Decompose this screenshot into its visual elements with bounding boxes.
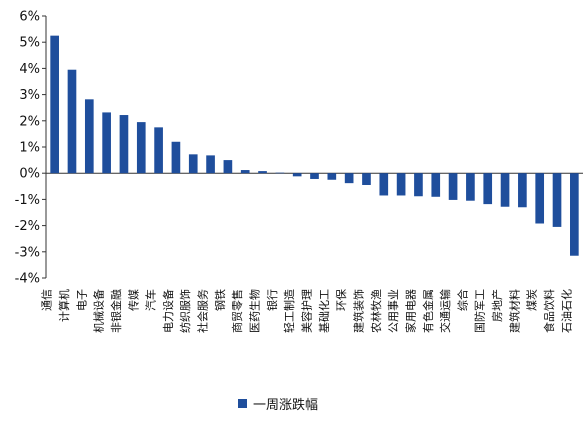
legend: 一周涨跌幅	[238, 397, 318, 413]
y-tick-label: 4%	[19, 62, 40, 77]
y-axis: -4% -3% -2% -1% 0% 1% 2% 3% 4% 5% 6%	[15, 10, 583, 287]
bar	[379, 173, 389, 196]
x-axis-labels: 通信 计算机 电子 机械设备 非银金融 传媒 汽车 电力设备 纺织服饰 社会服务 钢铁 商贸零售 医药生…	[41, 289, 574, 333]
bar	[483, 173, 493, 205]
bar	[223, 160, 233, 174]
bar	[327, 173, 337, 180]
bar	[67, 69, 77, 174]
x-tick-label: 计算机	[57, 289, 71, 322]
bar	[84, 99, 94, 174]
x-tick-label: 传媒	[127, 289, 140, 311]
x-tick-label: 交通运输	[438, 289, 452, 333]
x-tick-label: 基础化工	[317, 289, 331, 333]
y-tick-label: -4%	[15, 272, 40, 287]
y-tick-label: 0%	[19, 167, 40, 182]
x-tick-label: 机械设备	[92, 289, 106, 333]
bar	[154, 127, 163, 174]
x-tick-label: 医药生物	[248, 289, 262, 333]
x-tick-label: 农林牧渔	[369, 289, 383, 333]
bar	[258, 171, 267, 174]
x-tick-label: 环保	[334, 289, 348, 311]
bar	[206, 155, 215, 174]
bar	[535, 173, 545, 224]
x-tick-label: 电子	[75, 289, 88, 311]
y-tick-label: 3%	[19, 88, 40, 103]
y-tick-label: 1%	[19, 141, 40, 156]
bar	[414, 173, 423, 197]
bar	[102, 112, 111, 174]
x-tick-label: 轻工制造	[282, 289, 296, 333]
bar	[431, 173, 441, 197]
y-tick-label: -1%	[15, 193, 40, 208]
x-tick-label: 汽车	[144, 289, 158, 311]
x-tick-label: 建筑装饰	[351, 289, 365, 333]
bar	[50, 35, 59, 174]
x-tick-label: 钢铁	[214, 289, 227, 311]
bar	[171, 141, 181, 174]
x-tick-label: 非银金融	[109, 289, 123, 333]
x-tick-label: 石油石化	[559, 289, 573, 333]
bar	[466, 173, 475, 201]
bar	[310, 173, 319, 179]
bar	[448, 173, 458, 200]
y-tick-label: 2%	[19, 114, 40, 129]
bar	[119, 115, 129, 174]
x-tick-label: 建筑材料	[507, 289, 521, 333]
x-tick-label: 电力设备	[161, 289, 175, 333]
x-tick-label: 公用事业	[387, 289, 400, 333]
x-tick-label: 银行	[265, 289, 279, 311]
x-tick-label: 社会服务	[196, 289, 210, 333]
y-tick-label: 5%	[19, 36, 40, 51]
x-tick-label: 家用电器	[403, 289, 417, 333]
y-tick-label: -3%	[15, 245, 40, 260]
bar	[188, 154, 198, 174]
bars	[50, 35, 579, 256]
bar	[500, 173, 510, 207]
x-tick-label: 通信	[41, 289, 54, 311]
bar	[396, 173, 406, 196]
x-tick-label: 有色金属	[421, 289, 435, 333]
bar	[362, 173, 371, 185]
legend-label: 一周涨跌幅	[253, 397, 318, 413]
x-tick-label: 商贸零售	[230, 289, 244, 333]
legend-swatch	[238, 399, 247, 408]
y-tick-label: -2%	[15, 219, 40, 234]
bar	[570, 173, 579, 256]
x-tick-label: 美容护理	[300, 289, 314, 333]
x-tick-label: 房地产	[490, 289, 504, 322]
x-tick-label: 综合	[455, 289, 469, 311]
x-tick-label: 纺织服饰	[178, 289, 192, 333]
bar	[292, 173, 302, 177]
bar	[275, 172, 285, 174]
x-tick-label: 食品饮料	[542, 289, 556, 333]
x-tick-label: 国防军工	[473, 289, 487, 333]
bar	[344, 173, 354, 184]
bar	[552, 173, 562, 227]
y-tick-label: 6%	[19, 10, 40, 25]
bar	[136, 122, 146, 174]
bar	[518, 173, 527, 208]
bar	[240, 170, 250, 174]
x-tick-label: 煤炭	[526, 289, 539, 311]
